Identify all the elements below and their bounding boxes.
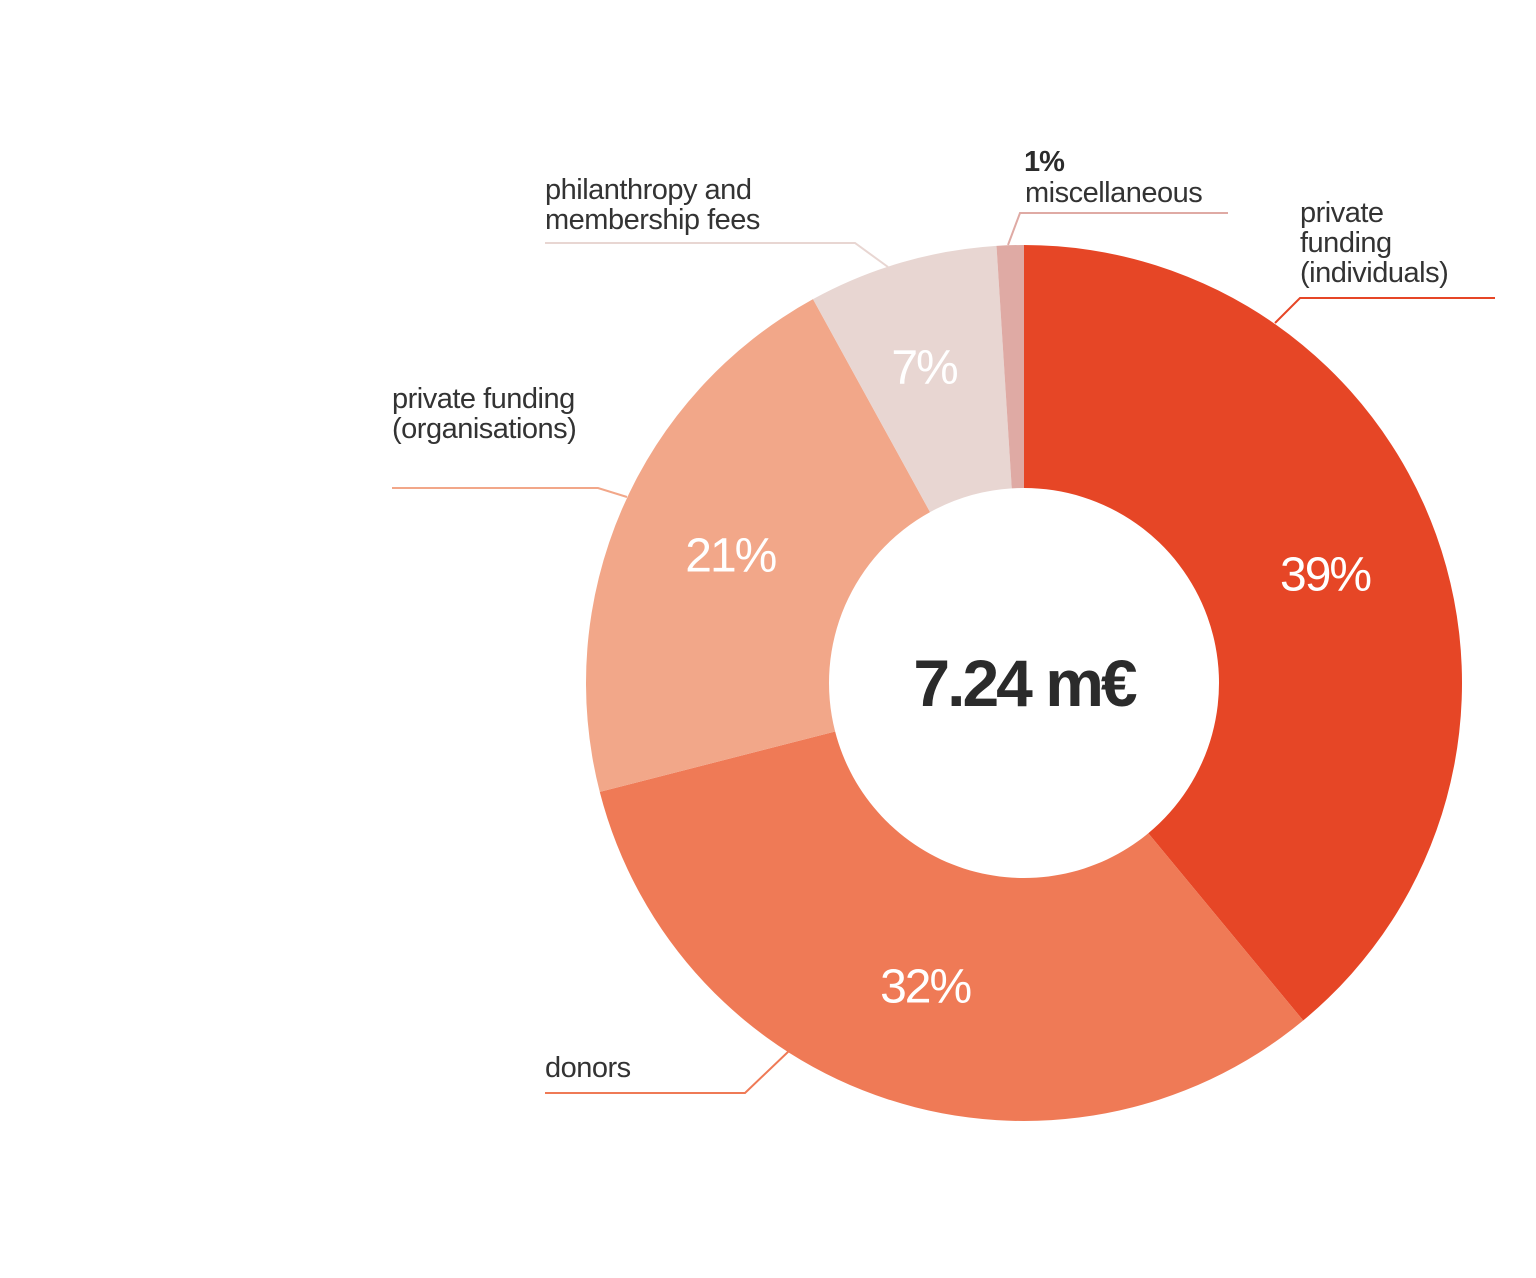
value-label: 1%: [1024, 146, 1065, 178]
donut-segment: [599, 731, 1304, 1121]
center-label: 7.24 m€: [913, 646, 1137, 720]
donut-segment: [1024, 245, 1462, 1021]
donut-segment: [586, 299, 931, 792]
donut-segment: [996, 245, 1024, 489]
value-label: 32%: [880, 960, 972, 1014]
donut-segment: [812, 245, 1012, 513]
leader-line: [392, 487, 628, 498]
value-label: 39%: [1280, 548, 1372, 602]
category-label: private funding (individuals): [1300, 197, 1449, 289]
leader-line: [545, 242, 889, 268]
category-label: donors: [545, 1052, 631, 1084]
leader-line: [1274, 297, 1495, 324]
category-label: private funding (organisations): [392, 383, 577, 445]
leader-line: [545, 1049, 791, 1094]
category-label: miscellaneous: [1025, 177, 1203, 209]
category-label: philanthropy and membership fees: [545, 174, 760, 236]
value-label: 21%: [685, 529, 777, 583]
value-label: 7%: [891, 341, 958, 395]
leader-line: [1007, 212, 1228, 246]
